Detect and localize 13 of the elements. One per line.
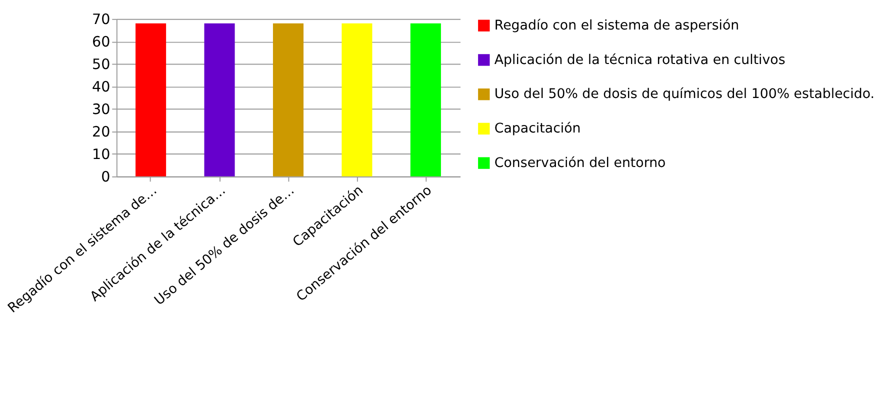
y-tick-label: 30 xyxy=(92,102,110,118)
legend-label: Capacitación xyxy=(494,122,581,137)
legend-label: Aplicación de la técnica rotativa en cultivos xyxy=(494,52,786,68)
y-tick-label: 20 xyxy=(92,124,110,141)
y-tick-label: 60 xyxy=(92,34,110,51)
legend-label: Uso del 50% de dosis de químicos del 100% establecido. xyxy=(494,87,875,102)
y-tick-label: 50 xyxy=(92,57,110,74)
y-tick-label: 10 xyxy=(92,147,110,164)
legend-label: Regadío con el sistema de aspersión xyxy=(494,18,740,34)
legend-label: Conservación del entorno xyxy=(494,156,666,171)
y-tick-label: 40 xyxy=(92,80,110,96)
y-tick-label: 0 xyxy=(101,170,110,186)
y-tick-label: 70 xyxy=(92,12,110,28)
